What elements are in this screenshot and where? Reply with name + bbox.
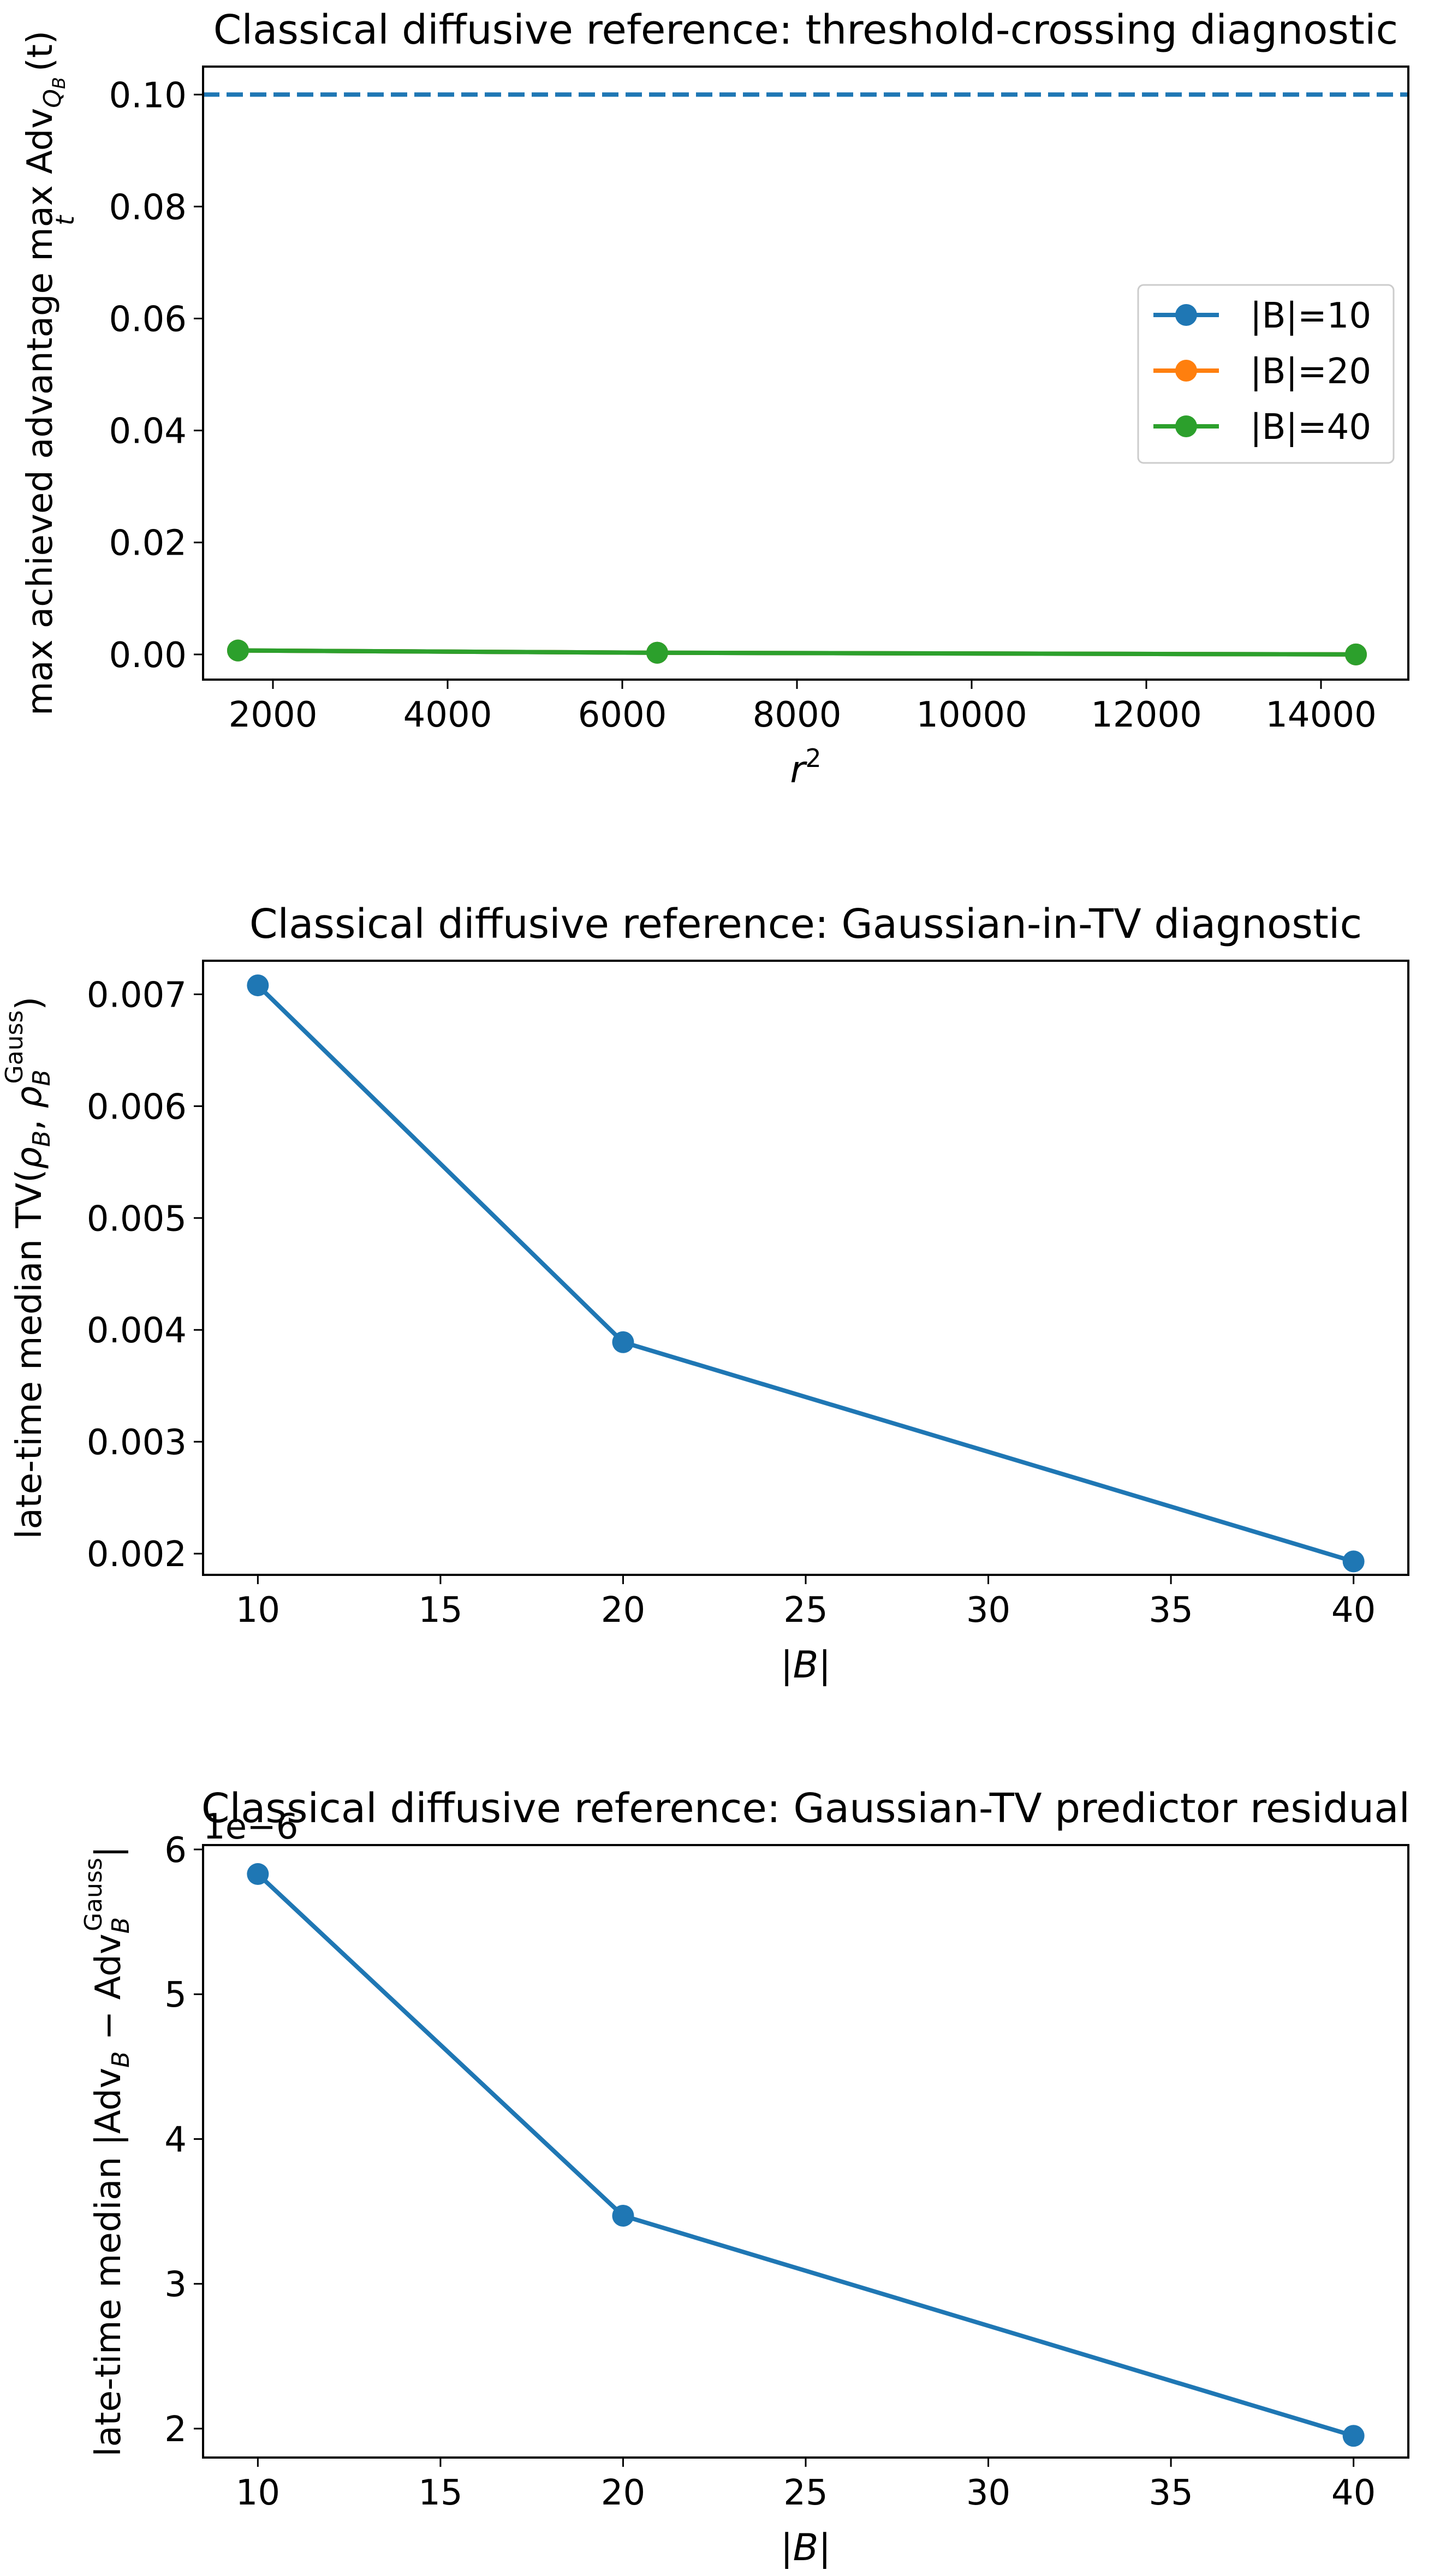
y-tick-label: 0.006	[87, 1087, 187, 1127]
x-tick-label: 30	[966, 2473, 1010, 2513]
legend-swatch-marker	[1175, 415, 1197, 437]
axes-frame	[202, 1844, 1409, 2459]
x-axis-label: |B|	[781, 1644, 831, 1687]
y-tick-label: 0.004	[87, 1311, 187, 1351]
x-tick-label: 4000	[403, 695, 492, 735]
series-1	[247, 974, 1365, 1573]
y-axis-label: max achieved advantage max AdvQB(t)	[20, 31, 69, 716]
data-point	[1342, 1550, 1365, 1573]
x-tick-label: 20	[601, 2473, 645, 2513]
legend-swatch-marker	[1175, 360, 1197, 382]
legend-label: |B|=10	[1250, 296, 1371, 336]
data-point	[1342, 2425, 1365, 2447]
series-1	[247, 1863, 1365, 2447]
legend-label: |B|=20	[1250, 352, 1371, 392]
y-tick-label: 0.06	[109, 300, 187, 340]
legend-item: |B|=40	[1153, 407, 1371, 448]
legend: |B|=10 |B|=20 |B|=40	[1137, 284, 1395, 464]
x-axis-label: r2	[790, 743, 821, 792]
y-tick-label: 0.02	[109, 523, 187, 564]
legend-swatch-marker	[1175, 304, 1197, 326]
chart-title: Classical diffusive reference: Gaussian-…	[201, 1785, 1410, 1832]
x-tick-label: 40	[1331, 1590, 1376, 1631]
chart-2: Classical diffusive reference: Gaussian-…	[1, 901, 1409, 1687]
data-point	[247, 974, 269, 997]
x-tick-label: 15	[418, 1590, 462, 1631]
y-tick-label: 0.007	[87, 975, 187, 1015]
x-tick-label: 12000	[1091, 695, 1202, 735]
y-tick-label: 6	[164, 1830, 187, 1871]
y-tick-label: 0.08	[109, 187, 187, 228]
legend-box	[1137, 284, 1395, 464]
data-point	[612, 1331, 634, 1353]
y-tick-label: 0.005	[87, 1199, 187, 1239]
y-tick-label: 3	[164, 2265, 187, 2305]
y-tick-label: 5	[164, 1975, 187, 2015]
y-tick-label: 2	[164, 2410, 187, 2450]
y-axis-label: late-time median |AdvB − AdvBGauss|	[80, 1846, 135, 2457]
x-tick-label: 35	[1148, 1590, 1193, 1631]
x-tick-label: 25	[783, 1590, 828, 1631]
x-tick-label: 25	[783, 2473, 828, 2513]
data-point	[612, 2205, 634, 2227]
series-line	[255, 1872, 1356, 2438]
series-3	[227, 639, 1367, 665]
chart-title: Classical diffusive reference: threshold…	[213, 7, 1398, 53]
axes-frame	[202, 960, 1409, 1576]
legend-item: |B|=10	[1153, 296, 1371, 336]
data-point	[227, 639, 249, 662]
x-tick-label: 40	[1331, 2473, 1376, 2513]
x-tick-label: 15	[418, 2473, 462, 2513]
chart-title: Classical diffusive reference: Gaussian-…	[249, 901, 1362, 948]
x-tick-label: 14000	[1265, 695, 1377, 735]
x-tick-label: 2000	[229, 695, 318, 735]
y-tick-label: 0.002	[87, 1534, 187, 1575]
x-tick-label: 8000	[753, 695, 842, 735]
y-tick-label: 0.04	[109, 412, 187, 452]
series-line	[255, 983, 1356, 1564]
y-tick-label: 0.10	[109, 75, 187, 116]
x-tick-label: 10000	[916, 695, 1027, 735]
axes-frame	[202, 66, 1409, 681]
data-point	[247, 1863, 269, 1885]
x-tick-label: 20	[601, 1590, 645, 1631]
x-tick-label: 35	[1148, 2473, 1193, 2513]
x-tick-label: 6000	[578, 695, 667, 735]
x-tick-label: 10	[236, 2473, 280, 2513]
x-tick-label: 10	[236, 1590, 280, 1631]
data-point	[1345, 643, 1367, 665]
y-tick-label: 4	[164, 2120, 187, 2160]
legend-label: |B|=40	[1250, 407, 1371, 448]
y-axis-label: late-time median TV(ρB, ρBGauss)	[1, 997, 56, 1539]
y-axis-label-subscript: t	[50, 215, 80, 225]
series-line	[236, 648, 1358, 657]
axis-offset-text: 1e−6	[203, 1807, 298, 1847]
y-tick-label: 0.003	[87, 1423, 187, 1463]
legend-item: |B|=20	[1153, 352, 1371, 392]
data-point	[646, 641, 668, 664]
y-tick-label: 0.00	[109, 635, 187, 676]
x-axis-label: |B|	[781, 2526, 831, 2569]
chart-1: Classical diffusive reference: threshold…	[20, 7, 1409, 792]
chart-3: Classical diffusive reference: Gaussian-…	[80, 1785, 1410, 2569]
x-tick-label: 30	[966, 1590, 1010, 1631]
